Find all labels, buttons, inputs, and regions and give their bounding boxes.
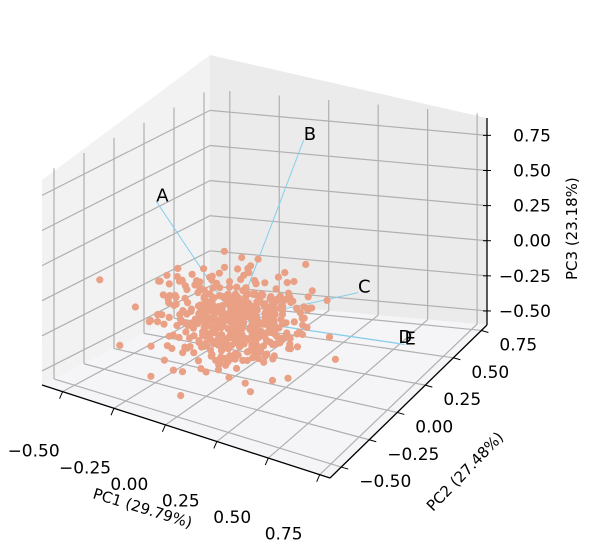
x-tick-label: 0.25: [162, 491, 200, 511]
axis-lines: [41, 118, 488, 479]
y-tick-label: 0.25: [443, 390, 481, 410]
z-tick-label: 0.50: [513, 161, 551, 181]
scatter-points: [96, 247, 339, 400]
z-tick-label: 0.75: [513, 126, 551, 146]
x-tick-label: −0.50: [8, 442, 60, 462]
y-tick-label: −0.50: [359, 472, 411, 492]
vector-label-C: C: [358, 277, 371, 298]
ticks: −0.50−0.50−0.50−0.25−0.25−0.250.000.000.…: [8, 126, 551, 544]
x-tick-label: 0.00: [110, 475, 148, 495]
z-axis-label: PC3 (23.18%): [563, 177, 581, 280]
vector-label-E: E: [404, 328, 415, 349]
y-tick-label: 0.75: [499, 335, 537, 355]
x-tick-label: −0.25: [59, 458, 111, 478]
z-tick-label: 0.00: [513, 232, 551, 252]
y-tick-label: 0.00: [415, 417, 453, 437]
vector-label-D: D: [398, 327, 412, 348]
z-tick-label: −0.25: [499, 267, 551, 287]
y-tick-label: 0.50: [471, 363, 509, 383]
vector-label-B: B: [304, 124, 316, 145]
vector-labels: A B C DE: [156, 124, 416, 350]
y-axis-label: PC2 (27.48%): [423, 428, 507, 514]
x-tick-label: 0.75: [265, 525, 303, 545]
z-tick-label: −0.50: [499, 302, 551, 322]
z-tick-label: 0.25: [513, 197, 551, 217]
vector-label-A: A: [156, 185, 169, 206]
y-tick-label: −0.25: [387, 445, 439, 465]
x-tick-label: 0.50: [213, 508, 251, 528]
